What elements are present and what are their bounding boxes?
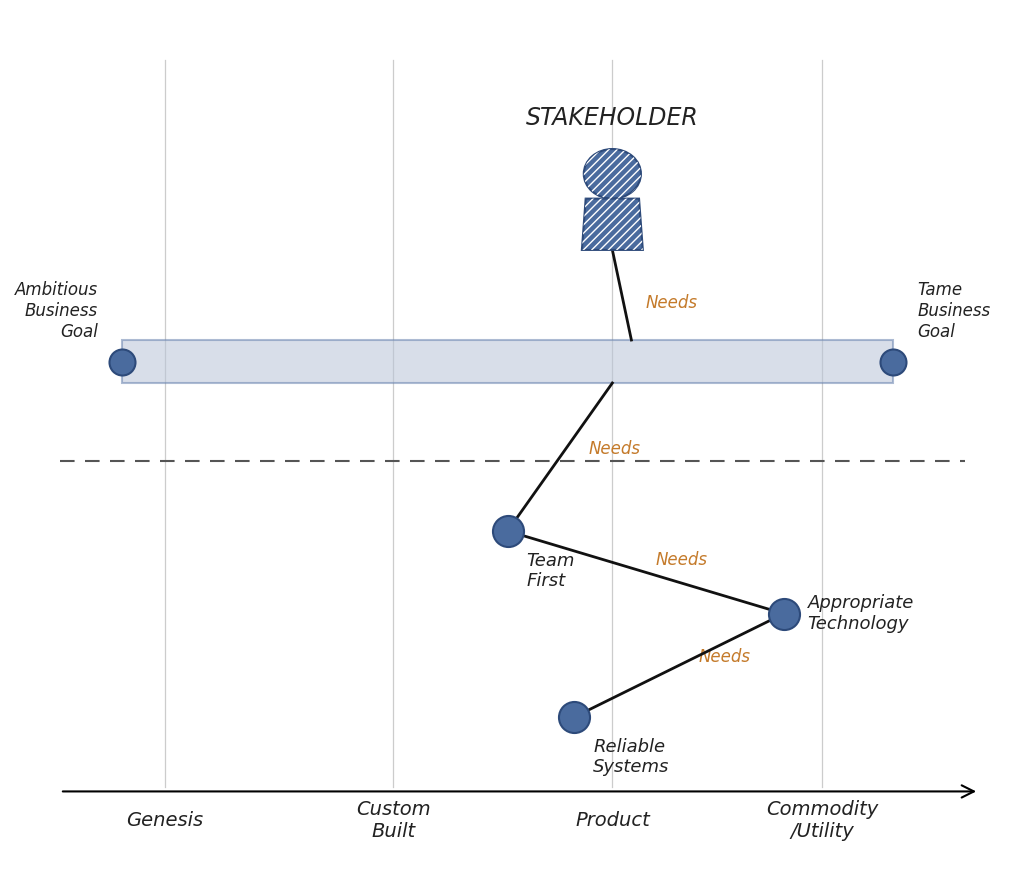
Point [114,355,130,369]
Text: Ambitious
Business
Goal: Ambitious Business Goal [15,281,98,340]
Text: Needs: Needs [698,648,750,666]
Text: Tame
Business
Goal: Tame Business Goal [918,281,990,340]
Circle shape [584,149,641,198]
Text: Custom
Built: Custom Built [356,800,431,841]
Bar [122,340,893,383]
Text: Needs: Needs [655,551,708,569]
Point [885,355,901,369]
Text: Commodity
/Utility: Commodity /Utility [766,800,878,841]
Polygon shape [582,198,643,250]
Text: Needs: Needs [589,440,641,458]
Point [500,524,516,538]
Text: Reliable
Systems: Reliable Systems [593,738,670,776]
Text: Genesis: Genesis [126,811,204,829]
Text: Product: Product [575,811,649,829]
Text: STAKEHOLDER: STAKEHOLDER [526,106,698,130]
Text: Needs: Needs [646,294,697,312]
Point [775,606,792,621]
Text: Appropriate
Technology: Appropriate Technology [808,594,914,633]
Point [566,710,583,725]
Text: Team
First: Team First [526,552,575,590]
